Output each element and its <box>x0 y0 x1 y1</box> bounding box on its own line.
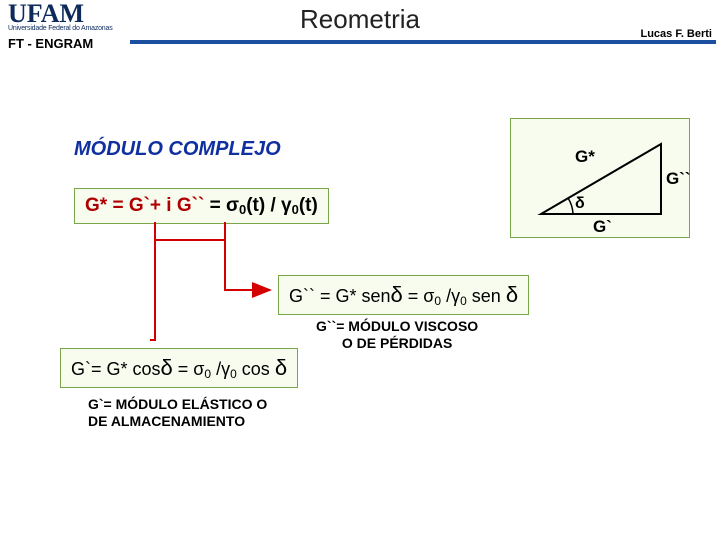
lbl-gp-line1: G`= MÓDULO ELÁSTICO O <box>88 396 267 412</box>
delta-symbol: δ <box>506 282 518 307</box>
tri-gpp: G`` <box>666 169 691 189</box>
tri-gstar: G* <box>575 147 595 167</box>
lbl-gp-line2: DE ALMACENAMIENTO <box>88 413 245 429</box>
triangle-diagram: δ G* G`` G` <box>510 118 690 238</box>
eq-main-rhs: σ0(t) / γ0(t) <box>226 195 318 216</box>
section-title: MÓDULO COMPLEJO <box>74 138 281 161</box>
lbl-gpp-line1: G``= MÓDULO VISCOSO <box>316 318 478 334</box>
equation-complex-modulus: G* = G`+ i G`` = σ0(t) / γ0(t) <box>74 188 329 224</box>
author-label: Lucas F. Berti <box>640 28 712 40</box>
sigma-symbol: σ <box>423 286 434 306</box>
lbl-gpp-line2: O DE PÉRDIDAS <box>342 335 452 351</box>
label-g-double-prime: G``= MÓDULO VISCOSO O DE PÉRDIDAS <box>316 318 478 352</box>
eq-gp-lhs: G`= G* cos <box>71 359 161 379</box>
label-g-prime: G`= MÓDULO ELÁSTICO O DE ALMACENAMIENTO <box>88 396 267 430</box>
tri-gp: G` <box>593 217 612 237</box>
arrows-svg <box>0 0 720 540</box>
tri-delta: δ <box>575 195 585 212</box>
sigma-symbol: σ <box>226 195 239 216</box>
eq-sign: = <box>403 286 424 306</box>
cos-text: cos <box>237 359 275 379</box>
eq-main-lhs: G* = G`+ i G`` <box>85 195 204 216</box>
page-title: Reometria <box>0 4 720 35</box>
sub-zero: 0 <box>230 367 237 381</box>
t-paren: (t) <box>299 195 318 216</box>
sen-text: sen <box>467 286 506 306</box>
header-rule <box>130 40 716 44</box>
gamma-symbol: γ <box>281 195 292 216</box>
equation-g-prime: G`= G* cosδ = σ0 /γ0 cos δ <box>60 348 298 388</box>
eq-gpp-lhs: G`` = G* sen <box>289 286 391 306</box>
sub-zero: 0 <box>292 202 299 217</box>
sigma-symbol: σ <box>193 359 204 379</box>
delta-symbol: δ <box>161 355 173 380</box>
slash: / <box>441 286 451 306</box>
sub-zero: 0 <box>460 294 467 308</box>
slash: / <box>211 359 221 379</box>
slash: / <box>265 195 281 216</box>
equation-g-double-prime: G`` = G* senδ = σ0 /γ0 sen δ <box>278 275 529 315</box>
delta-symbol: δ <box>391 282 403 307</box>
eq-sign: = <box>173 359 194 379</box>
header: UFAM Universidade Federal do Amazonas FT… <box>0 0 720 50</box>
gamma-symbol: γ <box>221 359 230 379</box>
dept-label: FT - ENGRAM <box>8 36 93 51</box>
delta-symbol: δ <box>275 355 287 380</box>
eq-main-eq: = <box>210 195 226 216</box>
t-paren: (t) <box>246 195 265 216</box>
gamma-symbol: γ <box>451 286 460 306</box>
